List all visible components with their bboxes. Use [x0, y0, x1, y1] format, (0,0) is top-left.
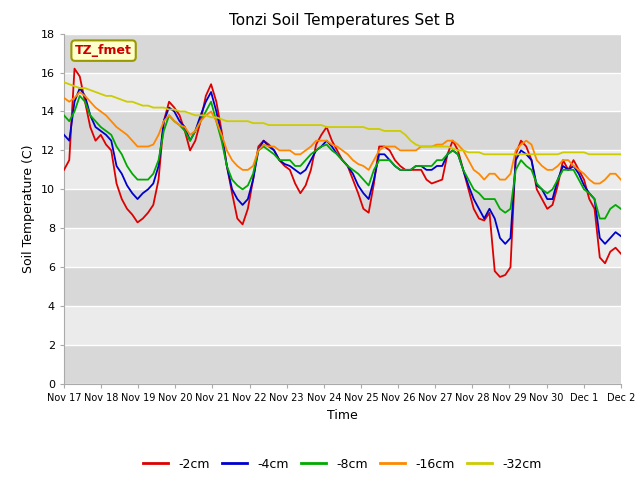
-2cm [564, 167, 572, 173]
-8cm [617, 206, 625, 212]
-32cm [559, 149, 567, 155]
-16cm [60, 95, 68, 101]
-4cm [76, 85, 84, 91]
-8cm [60, 112, 68, 118]
Line: -4cm: -4cm [64, 88, 621, 244]
Legend: -2cm, -4cm, -8cm, -16cm, -32cm: -2cm, -4cm, -8cm, -16cm, -32cm [138, 453, 547, 476]
-16cm [586, 177, 593, 182]
-32cm [481, 151, 488, 157]
Line: -16cm: -16cm [64, 92, 621, 183]
-4cm [517, 147, 525, 153]
X-axis label: Time: Time [327, 408, 358, 421]
-2cm [70, 66, 78, 72]
-8cm [512, 167, 520, 173]
Bar [64, 72, 621, 111]
Bar [64, 111, 621, 150]
Y-axis label: Soil Temperature (C): Soil Temperature (C) [22, 144, 35, 273]
-8cm [486, 196, 493, 202]
-2cm [234, 216, 241, 221]
-8cm [559, 167, 567, 173]
-2cm [486, 210, 493, 216]
-16cm [460, 147, 467, 153]
-32cm [486, 151, 493, 157]
Line: -8cm: -8cm [64, 96, 621, 218]
-16cm [234, 163, 241, 169]
Bar [64, 306, 621, 345]
-4cm [486, 206, 493, 212]
-32cm [228, 119, 236, 124]
Bar [64, 267, 621, 306]
Line: -32cm: -32cm [64, 82, 621, 154]
-32cm [512, 151, 520, 157]
-4cm [501, 241, 509, 247]
-32cm [617, 151, 625, 157]
-2cm [517, 138, 525, 144]
-4cm [564, 167, 572, 173]
-2cm [460, 167, 467, 173]
Title: Tonzi Soil Temperatures Set B: Tonzi Soil Temperatures Set B [229, 13, 456, 28]
-2cm [60, 167, 68, 173]
-8cm [234, 182, 241, 188]
Bar [64, 345, 621, 384]
Bar [64, 150, 621, 189]
-16cm [486, 171, 493, 177]
-16cm [591, 180, 598, 186]
-16cm [512, 147, 520, 153]
-4cm [591, 196, 598, 202]
-8cm [76, 93, 84, 99]
-32cm [60, 79, 68, 85]
-16cm [617, 177, 625, 182]
-16cm [76, 89, 84, 95]
-2cm [591, 206, 598, 212]
-8cm [596, 216, 604, 221]
-8cm [460, 167, 467, 173]
-4cm [234, 196, 241, 202]
-4cm [460, 167, 467, 173]
-32cm [454, 147, 462, 153]
-2cm [617, 251, 625, 256]
-16cm [559, 157, 567, 163]
-4cm [617, 233, 625, 239]
-8cm [586, 191, 593, 196]
-4cm [60, 132, 68, 138]
Line: -2cm: -2cm [64, 69, 621, 277]
Bar [64, 189, 621, 228]
Text: TZ_fmet: TZ_fmet [75, 44, 132, 57]
-2cm [496, 274, 504, 280]
Bar [64, 228, 621, 267]
Bar [64, 34, 621, 72]
-32cm [586, 151, 593, 157]
